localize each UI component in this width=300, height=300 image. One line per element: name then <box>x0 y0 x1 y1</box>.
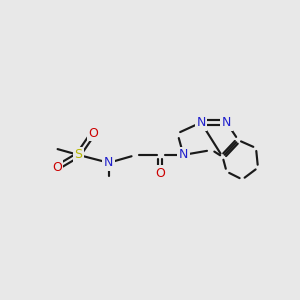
Text: S: S <box>74 148 83 161</box>
Text: O: O <box>52 161 62 174</box>
Text: N: N <box>196 116 206 129</box>
Text: O: O <box>88 127 98 140</box>
Text: O: O <box>155 167 165 180</box>
Text: N: N <box>104 156 113 169</box>
Text: N: N <box>179 148 188 161</box>
Text: N: N <box>222 116 231 129</box>
